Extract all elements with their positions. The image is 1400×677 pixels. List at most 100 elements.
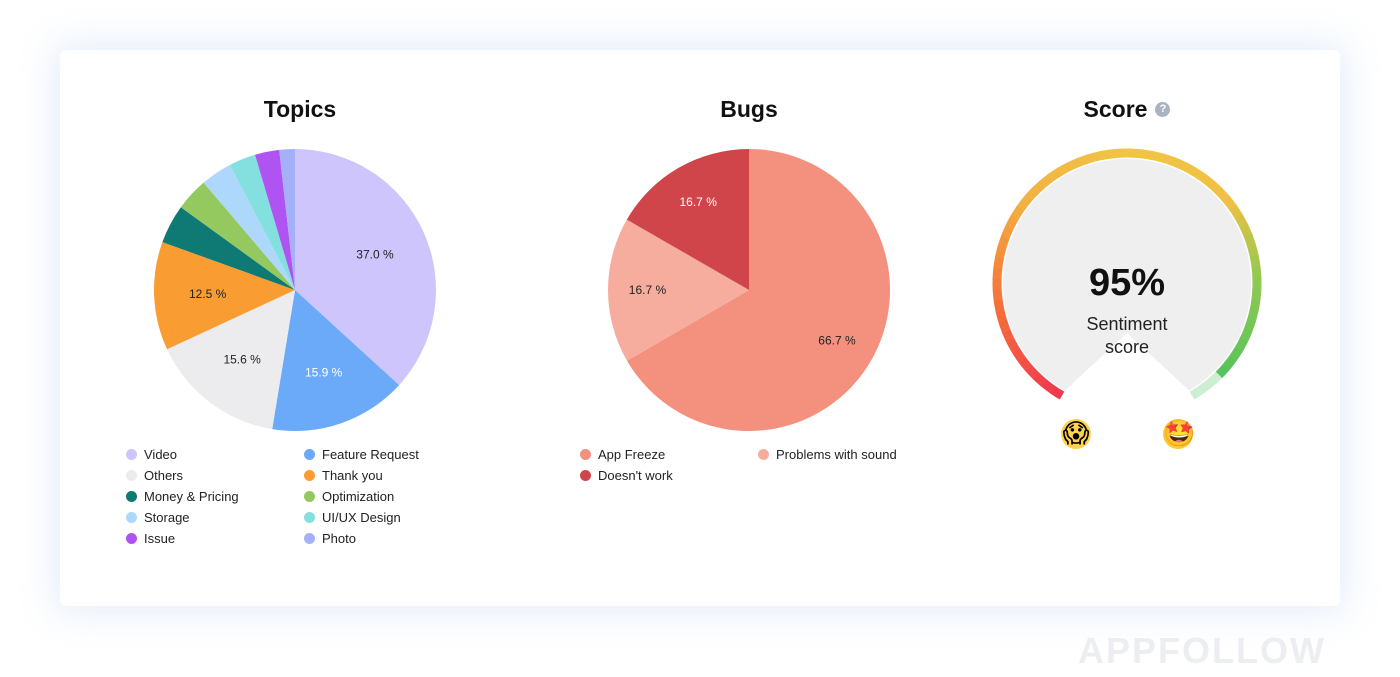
legend-item-doesn-t-work[interactable]: Doesn't work [580, 467, 738, 483]
slice-data-label: 12.5 % [189, 287, 227, 301]
gauge-arc-segment [993, 255, 1005, 269]
pie-slice-issue[interactable] [255, 149, 295, 290]
gauge-arc-segment [1207, 179, 1223, 195]
gauge-arc-segment [1141, 149, 1155, 161]
gauge-arc-segment [1239, 223, 1253, 238]
pie-slice-video[interactable] [295, 149, 436, 386]
gauge-arc-segment [1222, 355, 1237, 371]
gauge-arc-segment [1251, 287, 1262, 301]
gauge-arc-segment [997, 234, 1010, 249]
legend-item-photo[interactable]: Photo [304, 530, 464, 546]
gauge-arc-segment [1162, 153, 1177, 167]
gauge-arc-segment [1087, 151, 1102, 163]
legend-label: App Freeze [598, 446, 666, 462]
legend-label: Photo [322, 530, 356, 546]
gauge-arc-segment [1066, 157, 1082, 171]
gauge-arc-segment [1047, 167, 1063, 182]
legend-item-others[interactable]: Others [126, 467, 284, 483]
gauge-arc-segment [1032, 372, 1048, 387]
gauge-arc-segment [1234, 337, 1248, 353]
score-title: Score ? [977, 96, 1277, 123]
legend-swatch [580, 448, 591, 460]
gauge-arc-segment [1040, 379, 1056, 394]
gauge-arc-segment [1057, 162, 1072, 176]
gauge-arc-segment [1181, 161, 1197, 176]
gauge-arc-remaining [1189, 371, 1223, 400]
pie-slice-money-pricing[interactable] [162, 207, 295, 290]
gauge-arc-segment [1243, 233, 1257, 248]
gauge-arc-segment [1039, 173, 1054, 188]
legend-swatch [304, 511, 315, 523]
gauge-arc-segment [1249, 255, 1261, 269]
gauge-label: Sentiment score [1086, 314, 1168, 357]
bugs-title: Bugs [720, 96, 778, 122]
gauge-arc-segment [1006, 338, 1021, 354]
slice-data-label: 37.0 % [356, 248, 394, 262]
legend-swatch [758, 448, 769, 460]
gauge-arc-segment [1228, 204, 1243, 220]
gauge-arc-segment [1005, 214, 1020, 230]
question-circle-icon[interactable]: ? [1155, 102, 1171, 117]
legend-item-issue[interactable]: Issue [126, 530, 284, 546]
legend-item-feature-request[interactable]: Feature Request [304, 446, 464, 462]
legend-item-ui-ux-design[interactable]: UI/UX Design [304, 509, 464, 525]
gauge-arc-segment [1031, 180, 1046, 196]
legend-swatch [126, 511, 137, 523]
legend-item-problems-with-sound[interactable]: Problems with sound [758, 446, 928, 462]
gauge-arc-segment [1109, 148, 1122, 159]
legend-swatch [304, 448, 315, 460]
legend-swatch [126, 448, 137, 460]
gauge-arc-segment [995, 245, 1007, 259]
screaming-face-emoji-icon: 😱 [1061, 419, 1091, 449]
legend-swatch [304, 469, 315, 481]
gauge-arc-segment [1131, 148, 1144, 159]
slice-data-label: 16.7 % [629, 283, 667, 297]
legend-item-thank-you[interactable]: Thank you [304, 467, 464, 483]
legend-item-video[interactable]: Video [126, 446, 284, 462]
gauge-arc-segment [1239, 328, 1253, 343]
pie-slice-photo[interactable] [279, 149, 295, 290]
pie-slice-thank-you[interactable] [154, 242, 295, 350]
pie-slice-storage[interactable] [203, 164, 295, 290]
pie-slice-ui-ux-design[interactable] [229, 154, 295, 290]
gauge-arc-segment [993, 299, 1005, 313]
topics-title: Topics [263, 96, 337, 122]
gauge-arc-segment [1215, 364, 1230, 379]
legend-label: Doesn't work [598, 467, 673, 483]
pie-slice-optimization[interactable] [180, 182, 295, 290]
gauge-arc-segment [998, 319, 1011, 334]
gauge-arc-segment [1234, 213, 1249, 229]
legend-item-app-freeze[interactable]: App Freeze [580, 446, 738, 462]
gauge-arc-segment [1010, 205, 1025, 220]
gauge-arc-segment [995, 309, 1008, 323]
legend-label: Feature Request [322, 446, 419, 462]
gauge-arc-segment [1011, 347, 1026, 363]
slice-data-label: 15.6 % [223, 353, 261, 367]
gauge-arc-segment [1098, 149, 1112, 161]
pie-slice-problems-with-sound[interactable] [608, 219, 749, 361]
pie-slice-doesn-t-work[interactable] [626, 149, 749, 290]
legend-label: Optimization [322, 488, 395, 504]
legend-item-storage[interactable]: Storage [126, 509, 284, 525]
gauge-arc-segment [992, 288, 1003, 302]
gauge-arc-segment [1024, 364, 1040, 380]
legend-label: Money & Pricing [144, 488, 239, 504]
gauge-arc-segment [1016, 196, 1032, 212]
legend-label: Issue [144, 530, 176, 546]
pie-slice-others[interactable] [167, 290, 295, 430]
gauge-arc-segment [1247, 244, 1259, 258]
slice-data-label: 16.7 % [680, 195, 718, 209]
legend-item-optimization[interactable]: Optimization [304, 488, 464, 504]
gauge-arc-segment [1247, 308, 1259, 323]
pie-slice-app-freeze[interactable] [627, 149, 890, 431]
pie-slice-feature-request[interactable] [272, 290, 400, 431]
slice-data-label: 15.9 % [305, 366, 343, 380]
legend-item-money-pricing[interactable]: Money & Pricing [126, 488, 284, 504]
gauge-value: 95% [1088, 262, 1166, 304]
legend-label: Problems with sound [776, 446, 897, 462]
gauge-arc-segment [992, 266, 1003, 280]
gauge-face [1003, 158, 1252, 391]
legend-swatch [304, 490, 315, 502]
legend-swatch [580, 469, 591, 481]
gauge-arc-segment [1171, 157, 1187, 171]
